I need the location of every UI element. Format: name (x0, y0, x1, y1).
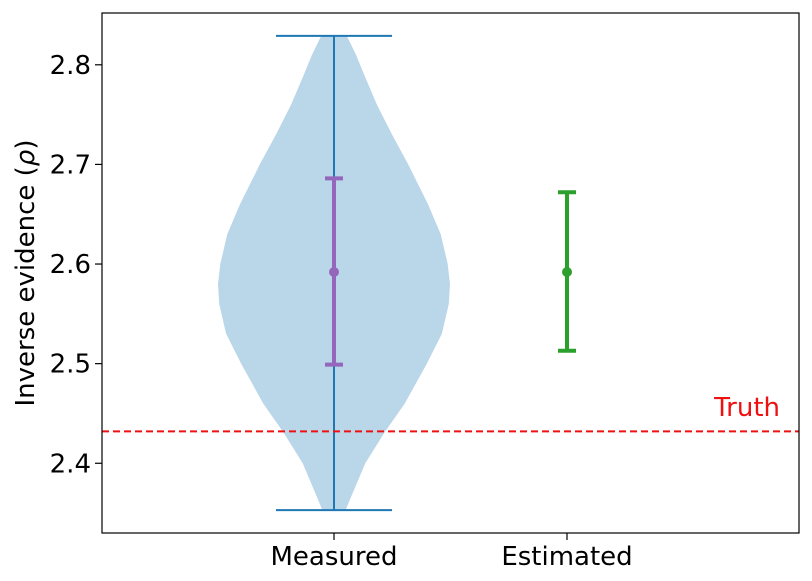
y-axis-label-symbol: ρ (11, 149, 41, 166)
errorbar-layer (325, 176, 576, 367)
mean-point-estimated (562, 267, 572, 278)
mean-point-measured (329, 267, 339, 278)
y-tick-label: 2.8 (50, 51, 91, 81)
y-axis-label: Inverse evidence (ρ) (11, 140, 41, 407)
reference-line-label: Truth (713, 393, 780, 423)
y-axis: 2.4 2.5 2.6 2.7 2.8 (50, 51, 102, 479)
plot-area-frame (101, 12, 800, 534)
x-tick-label: Measured (270, 542, 397, 572)
y-axis-label-main: Inverse evidence ( (11, 166, 41, 406)
y-tick-label: 2.4 (50, 449, 91, 479)
y-tick-label: 2.6 (50, 250, 91, 280)
x-axis: Measured Estimated (270, 533, 633, 572)
y-axis-label-close: ) (11, 140, 41, 150)
x-tick-label: Estimated (501, 542, 632, 572)
y-tick-label: 2.5 (50, 350, 91, 380)
y-tick-label: 2.7 (50, 150, 91, 180)
